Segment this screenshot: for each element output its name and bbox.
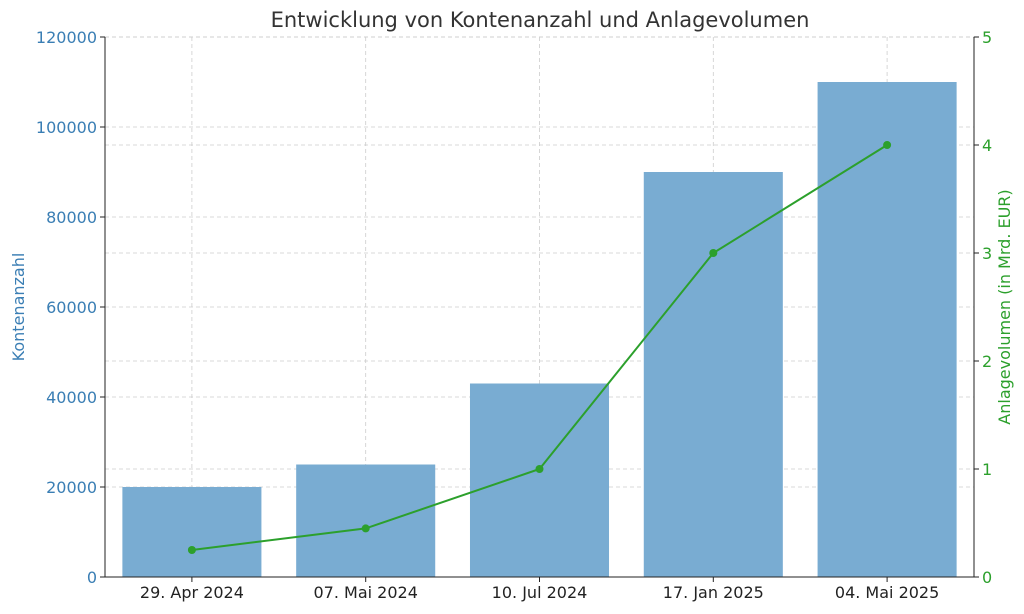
bar-series [122,82,957,577]
y-left-tick-label: 80000 [46,208,97,227]
y-right-tick-label: 2 [982,352,992,371]
x-tick-label: 04. Mai 2025 [835,583,939,602]
chart-title: Entwicklung von Kontenanzahl und Anlagev… [271,8,810,32]
x-tick-label: 07. Mai 2024 [314,583,418,602]
line-point [361,524,370,533]
bar [469,383,610,577]
bar [296,464,436,577]
x-tick-label: 29. Apr 2024 [140,583,244,602]
y-right-tick-label: 0 [982,568,992,587]
y-axis-right-label: Anlagevolumen (in Mrd. EUR) [995,189,1014,424]
y-left-tick-label: 40000 [46,388,97,407]
y-left-tick-label: 100000 [36,118,97,137]
y-left-tick-label: 60000 [46,298,97,317]
line-point [187,546,196,554]
y-right-tick-label: 5 [982,28,992,47]
line-point [709,249,718,257]
x-tick-label: 10. Jul 2024 [492,583,588,602]
y-left-tick-label: 120000 [36,28,97,47]
y-left-tick-label: 0 [87,568,97,587]
bar [817,82,957,577]
y-right-tick-label: 1 [982,460,992,479]
bar [643,172,783,577]
bar [122,487,262,577]
y-left-tick-label: 20000 [46,478,97,497]
line-point [883,141,892,149]
x-tick-label: 17. Jan 2025 [663,583,764,602]
line-point [535,465,544,473]
line-series [187,141,892,554]
y-right-tick-label: 3 [982,244,992,263]
y-right-tick-label: 4 [982,136,992,155]
axes: 0 20000 40000 60000 80000 100000 120000 0 1 2 3 4 5 2… [36,28,992,602]
y-axis-left-label: Kontenanzahl [9,253,28,362]
